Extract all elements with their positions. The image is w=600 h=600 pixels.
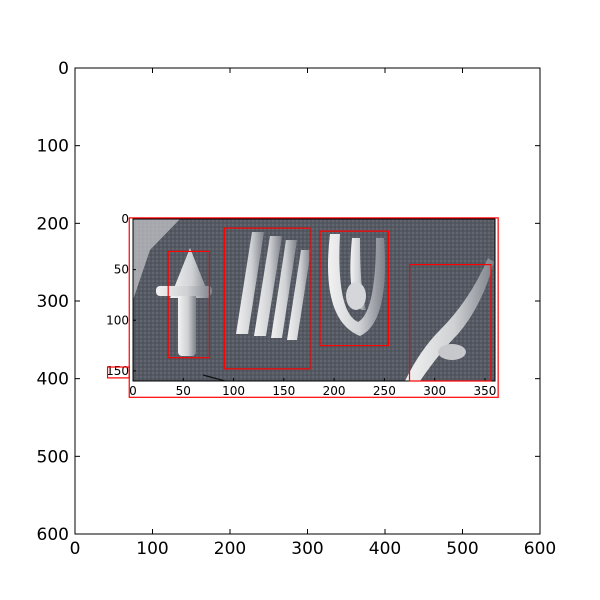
inset-y-tick-label: 0 bbox=[121, 212, 129, 226]
glyph-diagonal-carving bbox=[405, 258, 494, 381]
outer-x-tick-label: 300 bbox=[291, 539, 323, 559]
inset-x-tick-label: 50 bbox=[176, 384, 191, 398]
inset-x-tick-label: 0 bbox=[129, 384, 137, 398]
inset-y-tick-label: 100 bbox=[106, 313, 129, 327]
outer-y-tick-label: 500 bbox=[37, 447, 69, 467]
glyph-arrow-carving bbox=[156, 248, 212, 356]
glyph-4-box bbox=[408, 263, 492, 382]
outer-x-tick-label: 0 bbox=[70, 539, 81, 559]
outer-y-tick-label: 100 bbox=[37, 137, 69, 157]
outer-y-tick-label: 0 bbox=[58, 59, 69, 79]
outer-y-tick-label: 400 bbox=[37, 370, 69, 390]
glyph-2-box bbox=[223, 227, 311, 370]
outer-x-tick-label: 200 bbox=[214, 539, 246, 559]
outer-x-tick-label: 400 bbox=[369, 539, 401, 559]
inset-x-tick-label: 300 bbox=[423, 384, 446, 398]
inset-x-tick-label: 150 bbox=[272, 384, 295, 398]
outer-y-tick-label: 600 bbox=[37, 525, 69, 545]
inset-box-layer bbox=[167, 227, 492, 382]
outer-box-layer bbox=[106, 217, 499, 398]
small-box bbox=[106, 366, 130, 379]
outer-x-tick-label: 500 bbox=[446, 539, 478, 559]
inset-tick-layer: 0 50 100 150 200 250 300 350 0 50 100 150 bbox=[106, 212, 496, 398]
outer-y-tick-label: 200 bbox=[37, 214, 69, 234]
glyph-3-box bbox=[319, 230, 390, 347]
inset-y-tick-label: 150 bbox=[106, 364, 129, 378]
glyph-1-box bbox=[167, 250, 211, 359]
inset-x-tick-label: 350 bbox=[473, 384, 496, 398]
outer-x-tick-label: 600 bbox=[524, 539, 556, 559]
inset-frame bbox=[128, 217, 499, 398]
glyph-fork-carving bbox=[328, 234, 385, 336]
outer-y-tick-label: 300 bbox=[37, 292, 69, 312]
inset-axes-frame bbox=[132, 218, 496, 382]
inset-x-tick-label: 200 bbox=[323, 384, 346, 398]
inset-y-tick-label: 50 bbox=[114, 263, 129, 277]
outer-x-tick-label: 100 bbox=[136, 539, 168, 559]
stone-seal-photo bbox=[133, 219, 495, 381]
inset-x-tick-label: 250 bbox=[373, 384, 396, 398]
glyph-four-strokes-carving bbox=[236, 232, 311, 340]
inset-x-tick-label: 100 bbox=[222, 384, 245, 398]
